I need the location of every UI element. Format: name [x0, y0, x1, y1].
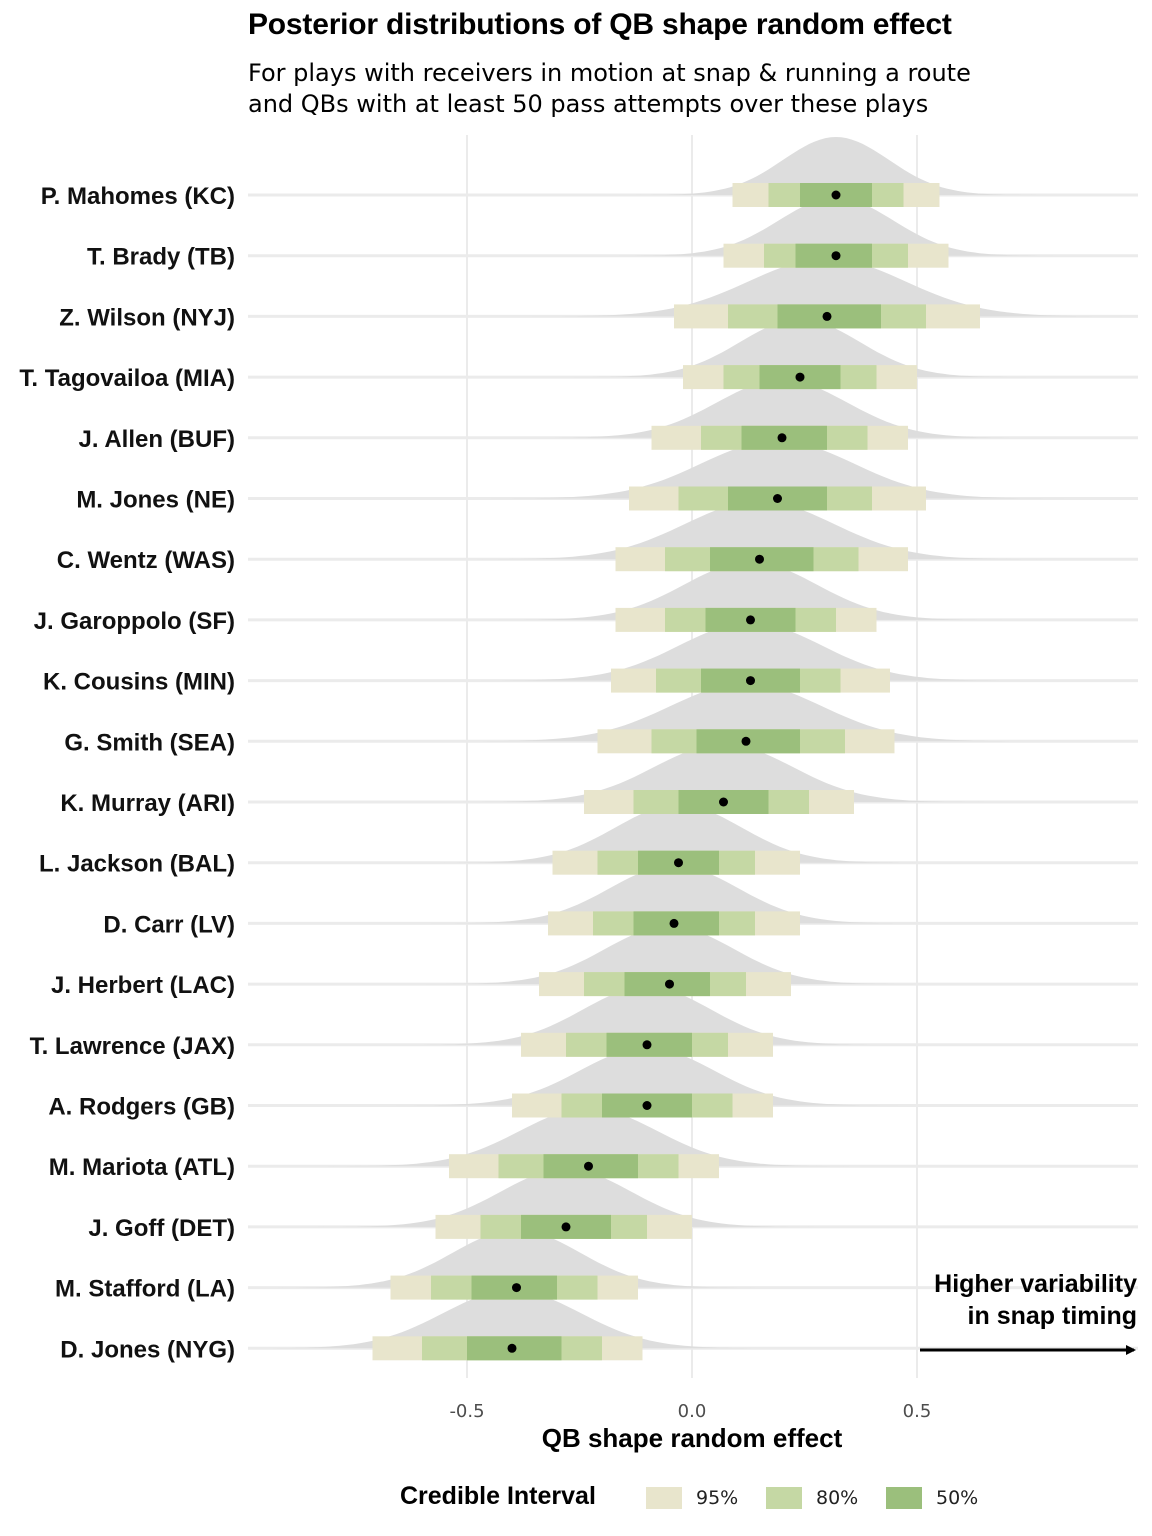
median-point: [719, 797, 728, 807]
density-curve: [442, 683, 1050, 742]
median-point: [831, 190, 841, 200]
x-tick-label: -0.5: [449, 1401, 484, 1422]
density-curve: [313, 1108, 864, 1167]
subtitle-line-1: For plays with receivers in motion at sn…: [248, 59, 971, 87]
median-point: [512, 1283, 521, 1293]
density-curve: [465, 622, 1036, 681]
legend-swatch-50: [886, 1487, 922, 1509]
legend-swatch-80: [766, 1487, 802, 1509]
player-label: P. Mahomes (KC): [41, 183, 235, 210]
median-point: [746, 615, 755, 625]
player-label: G. Smith (SEA): [64, 729, 235, 756]
density-curve: [606, 197, 1066, 256]
legend: Credible Interval 95% 80% 50%: [0, 1478, 1152, 1522]
median-point: [746, 676, 755, 686]
player-label: C. Wentz (WAS): [57, 547, 235, 574]
legend-item-95: 95%: [646, 1484, 738, 1512]
median-point: [642, 1101, 652, 1110]
density-curve: [263, 1229, 770, 1288]
legend-title: Credible Interval: [400, 1482, 596, 1510]
posterior-chart: P. Mahomes (KC) T. Brady (TB) Z. Wilson (N…: [19, 135, 1140, 1453]
median-point: [755, 554, 764, 564]
density-curve: [461, 501, 1058, 560]
player-label: T. Brady (TB): [87, 244, 235, 271]
density-curve: [412, 926, 927, 985]
interval-layer: [372, 183, 980, 1361]
density-curve: [514, 258, 1140, 317]
median-point: [831, 251, 841, 261]
player-label: K. Cousins (MIN): [43, 669, 235, 696]
density-curve: [520, 379, 1044, 438]
player-label: A. Rodgers (GB): [48, 1094, 235, 1121]
median-point: [822, 311, 832, 321]
median-point: [665, 979, 674, 989]
median-point: [561, 1222, 571, 1232]
density-curve: [380, 1047, 914, 1106]
x-axis-ticks: -0.5 0.0 0.5: [449, 1401, 931, 1422]
density-curve: [624, 137, 1048, 195]
density-curve: [474, 440, 1081, 499]
player-label: D. Jones (NYG): [60, 1336, 235, 1363]
player-label: T. Lawrence (JAX): [30, 1033, 235, 1060]
median-point: [741, 736, 751, 746]
player-label: D. Carr (LV): [103, 911, 235, 938]
median-point: [773, 494, 782, 503]
density-curve: [448, 744, 999, 802]
legend-label-50: 50%: [936, 1487, 979, 1509]
x-tick-label: 0.0: [678, 1401, 707, 1422]
player-label: J. Allen (BUF): [79, 426, 235, 453]
median-point: [584, 1161, 593, 1171]
density-curve: [425, 804, 932, 863]
variability-annotation: Higher variability in snap timing: [934, 1268, 1137, 1332]
player-label: M. Mariota (ATL): [49, 1154, 235, 1181]
density-curve: [304, 1168, 828, 1227]
player-label: K. Murray (ARI): [60, 790, 235, 817]
annotation-line-2: in snap timing: [967, 1302, 1137, 1330]
legend-item-50: 50%: [886, 1484, 978, 1512]
y-axis-labels: P. Mahomes (KC) T. Brady (TB) Z. Wilson (N…: [19, 183, 235, 1363]
median-point: [507, 1343, 517, 1353]
density-curve: [484, 561, 1017, 620]
player-label: M. Jones (NE): [76, 487, 235, 514]
median-point: [642, 1040, 652, 1050]
chart-title: Posterior distributions of QB shape rand…: [248, 8, 952, 41]
player-label: Z. Wilson (NYJ): [59, 304, 235, 331]
x-tick-label: 0.5: [903, 1401, 932, 1422]
player-label: J. Herbert (LAC): [51, 972, 235, 999]
player-label: L. Jackson (BAL): [39, 851, 235, 878]
player-label: J. Goff (DET): [88, 1215, 235, 1242]
subtitle-line-2: and QBs with at least 50 pass attempts o…: [248, 90, 929, 118]
annotation-line-1: Higher variability: [934, 1270, 1137, 1298]
density-curve: [389, 986, 905, 1045]
legend-item-80: 80%: [766, 1484, 858, 1512]
median-point: [674, 858, 683, 868]
density-layer: [236, 137, 1140, 1349]
density-curve: [236, 1290, 788, 1349]
median-point: [777, 433, 787, 443]
legend-swatch-95: [646, 1487, 682, 1509]
player-label: M. Stafford (LA): [55, 1276, 235, 1303]
chart-subtitle: For plays with receivers in motion at sn…: [248, 58, 971, 120]
legend-label-95: 95%: [696, 1487, 739, 1509]
player-label: J. Garoppolo (SF): [34, 608, 235, 635]
median-point: [669, 918, 679, 928]
density-curve: [561, 319, 1039, 378]
x-axis-title: QB shape random effect: [542, 1423, 843, 1453]
median-point: [795, 372, 805, 382]
legend-label-80: 80%: [816, 1487, 859, 1509]
player-label: T. Tagovailoa (MIA): [19, 365, 235, 392]
density-curve: [416, 865, 932, 924]
